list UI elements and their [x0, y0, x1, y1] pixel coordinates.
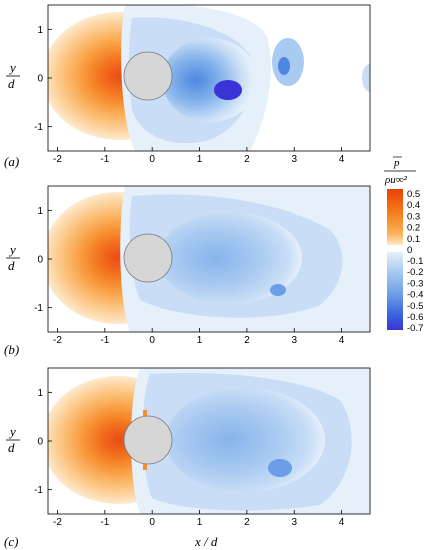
panel-a-xtick-label: 0 [149, 154, 155, 165]
colorbar-tick-label-positive: 0.4 [407, 200, 420, 211]
colorbar-tick-label-negative: -0.3 [407, 278, 423, 289]
colorbar-tick-label-positive: 0.1 [407, 234, 420, 245]
panel-b-cylinder [123, 233, 173, 283]
panel-a-label: (a) [4, 154, 19, 169]
panel-b-ytick-label: 0 [37, 255, 43, 266]
panel-c-xtick-label: 4 [339, 517, 345, 528]
colorbar-tick-label-positive: 0.5 [407, 189, 420, 200]
panel-b-xtick-label: 0 [149, 335, 155, 346]
ylabel-a-num: y [8, 60, 16, 75]
ylabel-b-den: d [8, 258, 15, 273]
axes-layer: -2 -1 0 1 2 3 4 1 0 -1 -2 -1 0 1 2 3 4 1 0 -1 -2 -1 0 1 2 3 4 1 0 -1 [34, 25, 345, 528]
colorbar-tick-label-negative: -0.4 [407, 290, 423, 301]
colorbar: p ρu∞² 0.50.40.30.20.10-0.1-0.2-0.3-0.4-… [384, 156, 423, 334]
panel-a-vortex-3 [362, 64, 370, 92]
panel-a-vortex-2-core [278, 57, 290, 75]
panel-a [47, 4, 371, 152]
panel-b-xtick-label: -2 [53, 335, 62, 346]
colorbar-positive-scale [387, 189, 403, 245]
colorbar-title: p ρu∞² [384, 156, 416, 186]
panel-a-cylinder [123, 51, 173, 101]
colorbar-tick-label-negative: -0.6 [407, 312, 423, 323]
colorbar-tick-label-positive: 0.2 [407, 223, 420, 234]
panel-a-xtick-label: 4 [339, 154, 345, 165]
colorbar-tick-label-negative: -0.1 [407, 256, 423, 267]
ylabel-c-den: d [8, 440, 15, 455]
panel-b-xtick-label: -1 [100, 335, 109, 346]
panel-c-xtick-label: -1 [100, 517, 109, 528]
panel-c-cylinder [123, 415, 173, 465]
colorbar-tick-label-positive: 0.3 [407, 211, 420, 222]
colorbar-tick-label-negative: -0.7 [407, 323, 423, 334]
panel-b-label: (b) [4, 342, 19, 357]
colorbar-tick-label-negative: -0.2 [407, 267, 423, 278]
panel-a-xtick-label: 2 [244, 154, 250, 165]
ylabel-c-num: y [8, 424, 16, 439]
panel-b [47, 185, 371, 333]
panel-b-ytick-label: 1 [37, 206, 43, 217]
panel-b-xtick-label: 1 [197, 335, 203, 346]
ylabel-c: y d [6, 424, 20, 455]
panel-c-xtick-label: -2 [53, 517, 62, 528]
panel-a-xtick-label: 3 [291, 154, 297, 165]
panel-b-xtick-label: 3 [291, 335, 297, 346]
panel-b-xtick-label: 4 [339, 335, 345, 346]
panel-c-jet-top [143, 410, 147, 416]
panel-b-wake-min [270, 284, 286, 296]
panel-a-ytick-label: 1 [37, 25, 43, 36]
colorbar-title-den: ρu∞² [384, 174, 408, 186]
panel-a-xtick-label: -2 [53, 154, 62, 165]
colorbar-title-num: p [393, 157, 400, 169]
xlabel: x / d [194, 534, 218, 549]
colorbar-labels: 0.50.40.30.20.10-0.1-0.2-0.3-0.4-0.5-0.6… [407, 189, 423, 334]
ylabel-b: y d [6, 242, 20, 273]
panel-a-wake-core [162, 38, 258, 122]
ylabel-a: y d [6, 60, 20, 91]
panel-b-xtick-label: 2 [244, 335, 250, 346]
panel-c [47, 367, 371, 515]
panel-c-ytick-label: 0 [37, 437, 43, 448]
panel-a-ytick-label: 0 [37, 74, 43, 85]
panel-a-ytick-label: -1 [34, 122, 43, 133]
panel-b-wake-core [158, 212, 302, 304]
colorbar-negative-scale [387, 252, 403, 330]
panel-c-xtick-label: 3 [291, 517, 297, 528]
colorbar-tick-label-zero: 0 [407, 245, 412, 256]
panel-c-xtick-label: 2 [244, 517, 250, 528]
panel-c-label: (c) [4, 534, 18, 549]
panel-a-xtick-label: 1 [197, 154, 203, 165]
panel-c-wake-min [268, 459, 292, 477]
panel-a-xtick-label: -1 [100, 154, 109, 165]
panel-c-jet-bottom [143, 464, 147, 470]
panel-a-wake-min [214, 80, 242, 100]
panel-c-xtick-label: 0 [149, 517, 155, 528]
ylabel-a-den: d [8, 76, 15, 91]
panel-c-wake-core [165, 388, 325, 492]
panel-c-ytick-label: -1 [34, 485, 43, 496]
panel-b-ytick-label: -1 [34, 303, 43, 314]
ylabel-b-num: y [8, 242, 16, 257]
colorbar-tick-label-negative: -0.5 [407, 301, 423, 312]
panel-c-xtick-label: 1 [197, 517, 203, 528]
panel-c-ytick-label: 1 [37, 388, 43, 399]
